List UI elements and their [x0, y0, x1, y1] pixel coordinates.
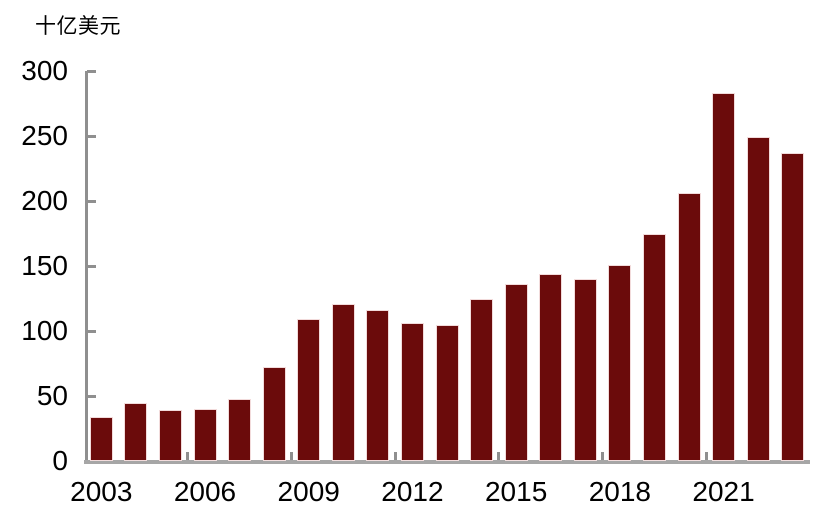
bar [781, 152, 805, 461]
bar [297, 319, 321, 461]
bar [89, 416, 113, 461]
x-tick-label: 2006 [173, 476, 237, 507]
y-tick [87, 199, 96, 203]
x-tick-label: 2009 [277, 476, 340, 507]
x-tick-label: 2012 [381, 476, 444, 507]
bar [124, 402, 148, 461]
y-axis-unit-label: 十亿美元 [35, 15, 121, 38]
y-tick-label: 250 [21, 120, 68, 151]
x-tick [704, 452, 708, 460]
bar [608, 264, 632, 461]
bar [677, 193, 701, 461]
x-tick [186, 452, 190, 460]
y-tick [87, 264, 96, 268]
x-tick-label: 2021 [692, 476, 755, 507]
bar [470, 298, 494, 461]
y-tick [87, 134, 96, 138]
bar [504, 284, 528, 461]
bar [573, 279, 597, 461]
bar [262, 367, 286, 461]
y-tick [87, 329, 96, 333]
y-tick [87, 394, 96, 398]
bar [539, 273, 563, 461]
x-tick [601, 452, 605, 460]
bar [193, 409, 217, 461]
y-tick-label: 50 [36, 380, 68, 411]
y-tick-label: 300 [21, 55, 68, 86]
x-axis-line [84, 460, 810, 464]
x-tick [393, 452, 397, 460]
bar [228, 398, 252, 461]
x-tick [497, 452, 501, 460]
bar [712, 93, 736, 461]
y-tick-label: 100 [21, 315, 68, 346]
x-tick-label: 2018 [588, 476, 651, 507]
y-axis-line [85, 71, 88, 463]
x-tick-label: 2003 [70, 476, 133, 507]
bar [331, 303, 355, 461]
bar [642, 233, 666, 461]
y-tick-label: 200 [21, 185, 68, 216]
bar [746, 137, 770, 461]
x-tick-label: 2015 [484, 476, 548, 507]
y-tick [87, 69, 96, 73]
bar [158, 410, 182, 461]
x-tick [289, 452, 293, 460]
bar [366, 310, 390, 461]
y-tick-label: 0 [52, 445, 68, 476]
bar [400, 323, 424, 461]
y-tick-label: 150 [21, 250, 68, 281]
bar [435, 324, 459, 461]
